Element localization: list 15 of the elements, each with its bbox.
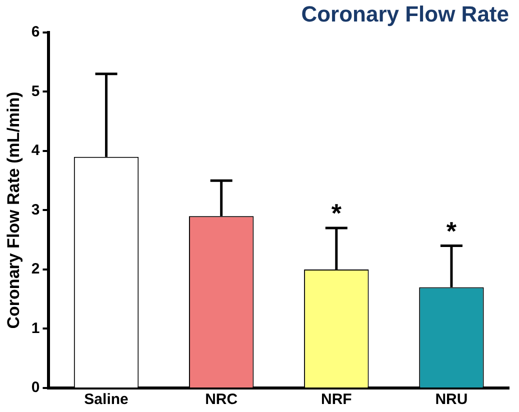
y-tick-label: 0 [31, 379, 40, 396]
y-tick-label: 1 [31, 320, 40, 337]
y-tick-label: 2 [31, 260, 40, 278]
y-tick-label: 3 [31, 201, 40, 218]
x-tick-label: Saline [84, 391, 128, 408]
y-tick-label: 6 [31, 24, 40, 41]
y-tick-label: 5 [31, 82, 40, 100]
annotation: * [446, 216, 458, 246]
x-tick-label: NRC [205, 391, 238, 408]
chart-title: Coronary Flow Rate [301, 1, 509, 26]
y-axis-title: Coronary Flow Rate (mL/min) [4, 92, 23, 329]
y-tick-label: 4 [31, 142, 40, 160]
x-tick-label: NRU [435, 391, 468, 408]
x-tick-label: NRF [320, 391, 352, 408]
annotation: * [331, 198, 342, 228]
